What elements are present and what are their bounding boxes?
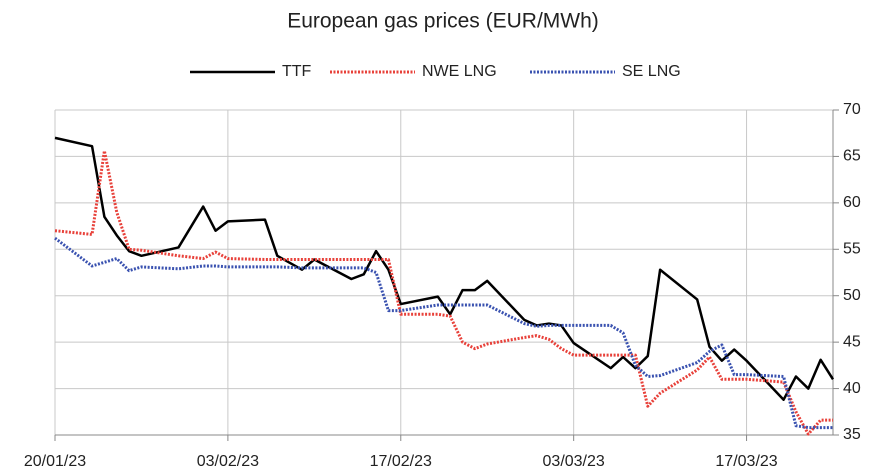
line-series (54, 236, 833, 430)
legend-label: NWE LNG (422, 63, 497, 80)
x-tick-label: 20/01/23 (24, 453, 86, 470)
x-tick-label: 17/03/23 (715, 453, 777, 470)
y-tick-label: 70 (843, 101, 861, 118)
y-tick-label: 55 (843, 241, 861, 258)
chart-title: European gas prices (EUR/MWh) (287, 10, 599, 33)
line-series (54, 149, 833, 436)
legend-label: SE LNG (622, 63, 681, 80)
x-tick-label: 03/02/23 (197, 453, 259, 470)
legend-label: TTF (282, 63, 312, 80)
y-tick-label: 60 (843, 194, 861, 211)
x-tick-label: 17/02/23 (370, 453, 432, 470)
line-series (54, 136, 835, 401)
x-tick-label: 03/03/23 (543, 453, 605, 470)
y-tick-label: 40 (843, 380, 861, 397)
y-tick-label: 45 (843, 333, 861, 350)
y-tick-label: 50 (843, 287, 861, 304)
y-tick-label: 35 (843, 426, 861, 443)
y-tick-label: 65 (843, 148, 861, 165)
